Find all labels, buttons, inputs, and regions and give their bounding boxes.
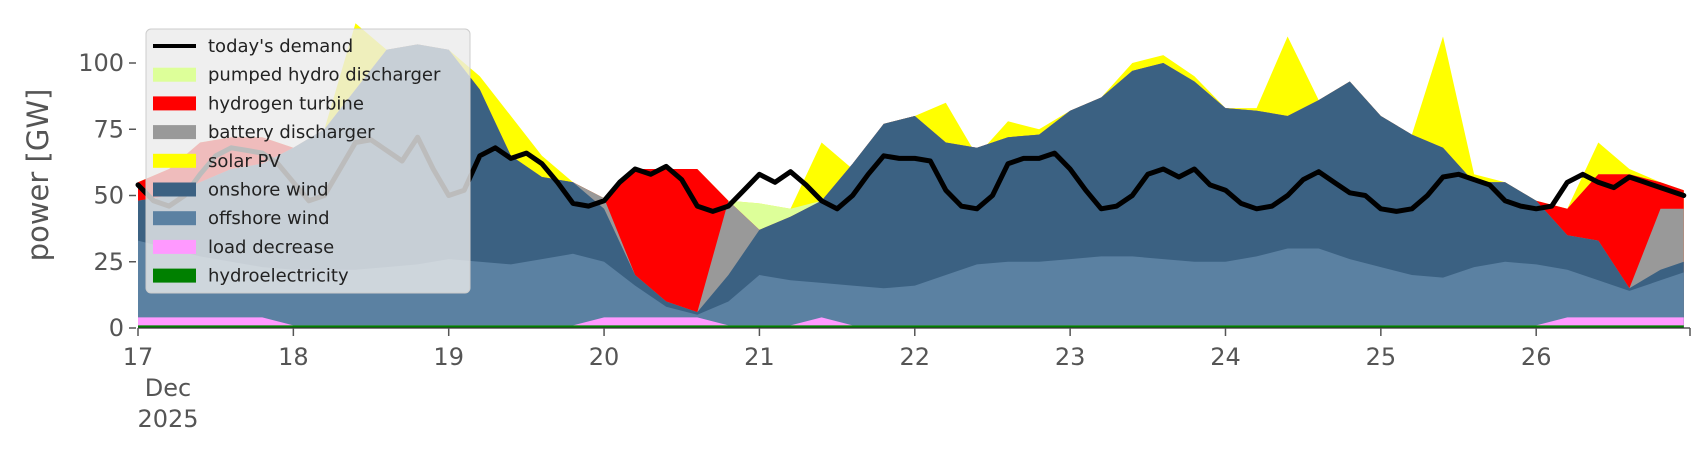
x-tick-label: 22: [900, 343, 931, 371]
area-offshore-wind: [138, 240, 1684, 328]
legend-swatch: [153, 67, 196, 82]
legend-label: hydrogen turbine: [208, 93, 364, 114]
legend-label: onshore wind: [208, 180, 329, 201]
x-axis: 17 18 19 20 21 22 23 24 25 26 Dec 2025: [123, 328, 1691, 433]
legend-swatch: [153, 182, 196, 197]
legend-swatch: [153, 125, 196, 140]
x-tick-label: 26: [1521, 343, 1552, 371]
legend-label: battery discharger: [208, 122, 375, 143]
x-tick-label: 23: [1055, 343, 1086, 371]
x-tick-label: 18: [278, 343, 309, 371]
legend: today's demand pumped hydro discharger hyd…: [145, 28, 471, 294]
legend-label: hydroelectricity: [208, 266, 349, 287]
legend-swatch: [153, 211, 196, 226]
x-tick-label: 17: [123, 343, 154, 371]
y-tick-label: 100: [78, 49, 124, 77]
legend-swatch: [153, 96, 196, 111]
legend-label: load decrease: [208, 237, 334, 258]
legend-label: offshore wind: [208, 208, 330, 229]
y-tick-label: 75: [93, 115, 124, 143]
legend-label: today's demand: [208, 36, 353, 57]
y-tick-label: 0: [109, 314, 124, 342]
legend-swatch: [153, 239, 196, 254]
y-axis-title: power [GW]: [21, 89, 55, 262]
legend-swatch: [153, 153, 196, 168]
legend-label: solar PV: [208, 151, 281, 172]
x-tick-sublabel: 2025: [137, 405, 198, 433]
x-tick-label: 19: [433, 343, 464, 371]
x-tick-label: 20: [589, 343, 620, 371]
y-axis: 0 25 50 75 100: [78, 49, 136, 342]
legend-box: [145, 28, 471, 294]
stacked-area-plot: [138, 23, 1684, 329]
legend-swatch: [153, 268, 196, 283]
area-hydroelectricity: [138, 325, 1684, 328]
y-tick-label: 25: [93, 248, 124, 276]
y-tick-label: 50: [93, 182, 124, 210]
x-tick-label: 25: [1366, 343, 1397, 371]
x-tick-label: 24: [1210, 343, 1241, 371]
x-tick-sublabel: Dec: [145, 374, 191, 402]
x-tick-label: 21: [744, 343, 775, 371]
legend-label: pumped hydro discharger: [208, 65, 441, 86]
